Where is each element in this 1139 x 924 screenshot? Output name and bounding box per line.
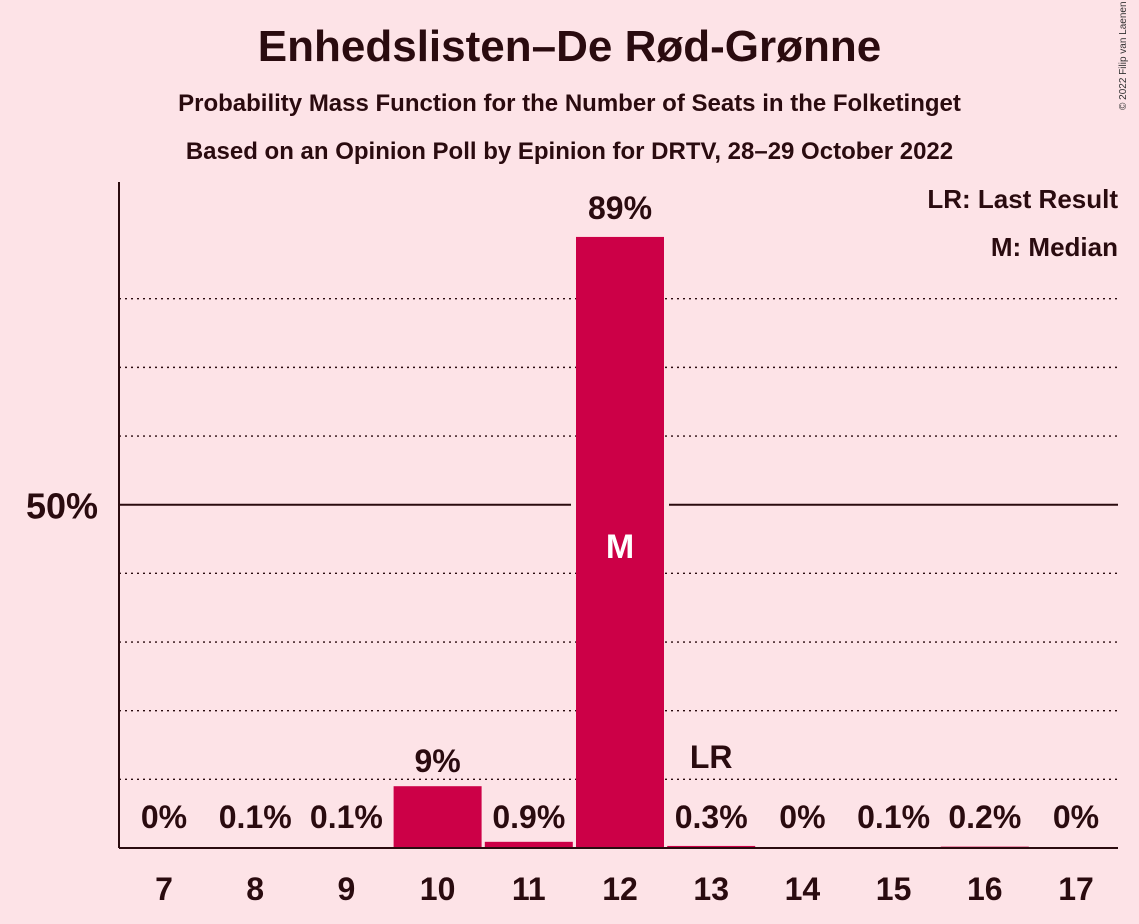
value-label-12: 89%: [588, 190, 652, 226]
value-label-16: 0.2%: [948, 799, 1021, 835]
chart-subtitle: Probability Mass Function for the Number…: [178, 90, 961, 117]
value-label-17: 0%: [1053, 799, 1099, 835]
value-label-11: 0.9%: [492, 799, 565, 835]
value-label-9: 0.1%: [310, 799, 383, 835]
value-label-7: 0%: [141, 799, 187, 835]
value-label-15: 0.1%: [857, 799, 930, 835]
x-tick-label-10: 10: [420, 871, 456, 907]
value-label-8: 0.1%: [219, 799, 292, 835]
x-tick-label-17: 17: [1058, 871, 1094, 907]
median-marker: M: [606, 528, 634, 566]
x-tick-label-14: 14: [785, 871, 821, 907]
bars: [211, 236, 1029, 848]
x-tick-label-11: 11: [512, 871, 546, 907]
chart-title: Enhedslisten–De Rød-Grønne: [257, 22, 882, 71]
x-tick-label-9: 9: [338, 871, 356, 907]
x-tick-label-16: 16: [967, 871, 1003, 907]
x-tick-label-12: 12: [602, 871, 638, 907]
last-result-marker: LR: [690, 739, 733, 775]
legend-last-result: LR: Last Result: [927, 184, 1118, 214]
legend-median: M: Median: [990, 232, 1118, 262]
y-tick-label-50: 50%: [26, 486, 98, 527]
axes: 50% 7 8 9 10 11 12 13 14 15 16 17: [26, 182, 1118, 907]
chart-subtitle-source: Based on an Opinion Poll by Epinion for …: [185, 138, 954, 165]
bar-11: [484, 841, 573, 848]
value-label-13: 0.3%: [675, 799, 748, 835]
x-tick-label-8: 8: [246, 871, 264, 907]
value-label-10: 9%: [414, 743, 460, 779]
bar-10: [393, 786, 482, 848]
x-tick-label-15: 15: [876, 871, 912, 907]
bar-12: [576, 236, 664, 848]
value-label-14: 0%: [779, 799, 825, 835]
x-tick-label-13: 13: [693, 871, 729, 907]
data-labels: 0% 0.1% 0.1% 9% 0.9% 89% M 0.3% LR 0% 0.1% 0.2% 0%: [141, 190, 1099, 835]
bar-13: [667, 845, 756, 848]
x-tick-label-7: 7: [155, 871, 173, 907]
